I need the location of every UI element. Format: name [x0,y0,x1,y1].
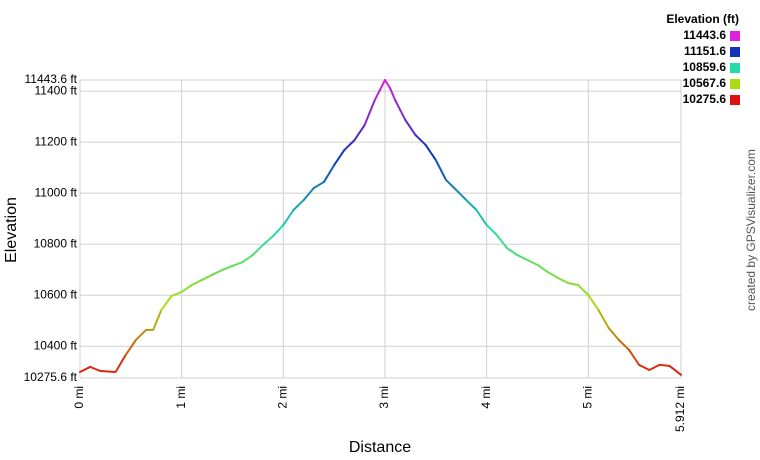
y-tick-label: 11000 ft [35,185,78,199]
legend-label: 10275.6 [683,92,727,106]
elevation-segment [79,365,92,374]
elevation-segment [200,273,214,281]
elevation-segment [353,124,366,142]
y-tick-label: 10600 ft [34,287,78,301]
elevation-segment [282,209,295,227]
elevation-segment [668,364,682,376]
elevation-segment [114,353,127,374]
elevation-segment [231,261,244,267]
legend-swatch [730,79,740,89]
elevation-segment [516,253,529,262]
elevation-segment [124,338,137,356]
elevation-segment [495,234,508,250]
legend-label: 10859.6 [683,60,727,74]
x-tick-label: 4 mi [479,386,493,409]
legend-label: 11443.6 [683,28,726,42]
x-tick-label: 3 mi [377,386,391,409]
x-tick-label: 2 mi [275,386,289,409]
elevation-segment [134,328,148,341]
elevation-segment [241,253,254,264]
x-tick-label: 0 mi [72,386,86,409]
elevation-segment [363,99,376,127]
elevation-segment [638,363,651,371]
elevation-segment [394,99,407,121]
elevation-segment [322,164,336,183]
elevation-segment [99,370,117,374]
elevation-segment [378,79,386,92]
legend-swatch [730,31,740,41]
y-tick-label: 10275.6 ft [24,370,78,384]
elevation-segment [333,149,346,167]
elevation-segment [373,89,381,102]
legend-title: Elevation (ft) [666,12,739,26]
legend-label: 10567.6 [683,76,727,90]
elevation-segment [343,139,356,152]
legend-label: 11151.6 [684,44,726,58]
elevation-segment [190,278,203,287]
legend-swatch [730,47,740,57]
elevation-segment [455,188,468,202]
elevation-segment [292,199,305,212]
elevation-segment [221,264,234,271]
elevation-segment [556,276,569,284]
elevation-segment [546,271,559,279]
y-axis-title: Elevation [3,197,20,263]
elevation-segment [526,259,539,266]
elevation-segment [465,199,478,212]
elevation-segment [251,243,264,256]
elevation-segment [389,87,397,102]
elevation-segment [587,293,600,312]
elevation-segment [627,348,641,366]
legend-swatch [730,95,740,105]
elevation-segment [180,284,193,293]
x-tick-label: 5.912 mi [673,386,687,432]
elevation-segment [152,309,163,331]
y-tick-label: 11443.6 ft [25,72,78,86]
elevation-segment [434,159,447,181]
credit: created by GPSVisualizer.com [744,149,758,311]
elevation-segment [597,309,610,329]
y-tick-label: 11200 ft [35,134,78,148]
elevation-segment [404,118,417,137]
elevation-segment [160,294,173,312]
elevation-segment [383,79,392,90]
elevation-segment [272,224,285,238]
elevation-segment [89,365,102,373]
elevation-segment [566,281,580,287]
x-tick-label: 5 mi [580,386,594,409]
elevation-segment [658,363,671,367]
elevation-segment [211,268,224,276]
elevation-segment [536,263,549,274]
elevation-segment [607,326,620,341]
elevation-segment [170,290,183,297]
elevation-segment [475,209,488,227]
elevation-segment [414,134,427,146]
elevation-segment [485,224,498,237]
elevation-segment [261,235,275,246]
x-tick-label: 1 mi [174,386,188,409]
y-tick-label: 10400 ft [34,338,78,352]
elevation-segment [302,187,315,202]
y-tick-label: 11400 ft [35,83,78,97]
elevation-segment [444,178,458,191]
elevation-segment [648,363,661,371]
x-axis-title: Distance [349,439,411,456]
y-tick-label: 10800 ft [34,236,78,250]
elevation-segment [424,143,437,162]
elevation-segment [577,284,590,296]
elevation-segment [617,338,630,351]
elevation-segment [505,247,519,256]
elevation-segment [312,180,325,190]
legend-swatch [730,63,740,73]
